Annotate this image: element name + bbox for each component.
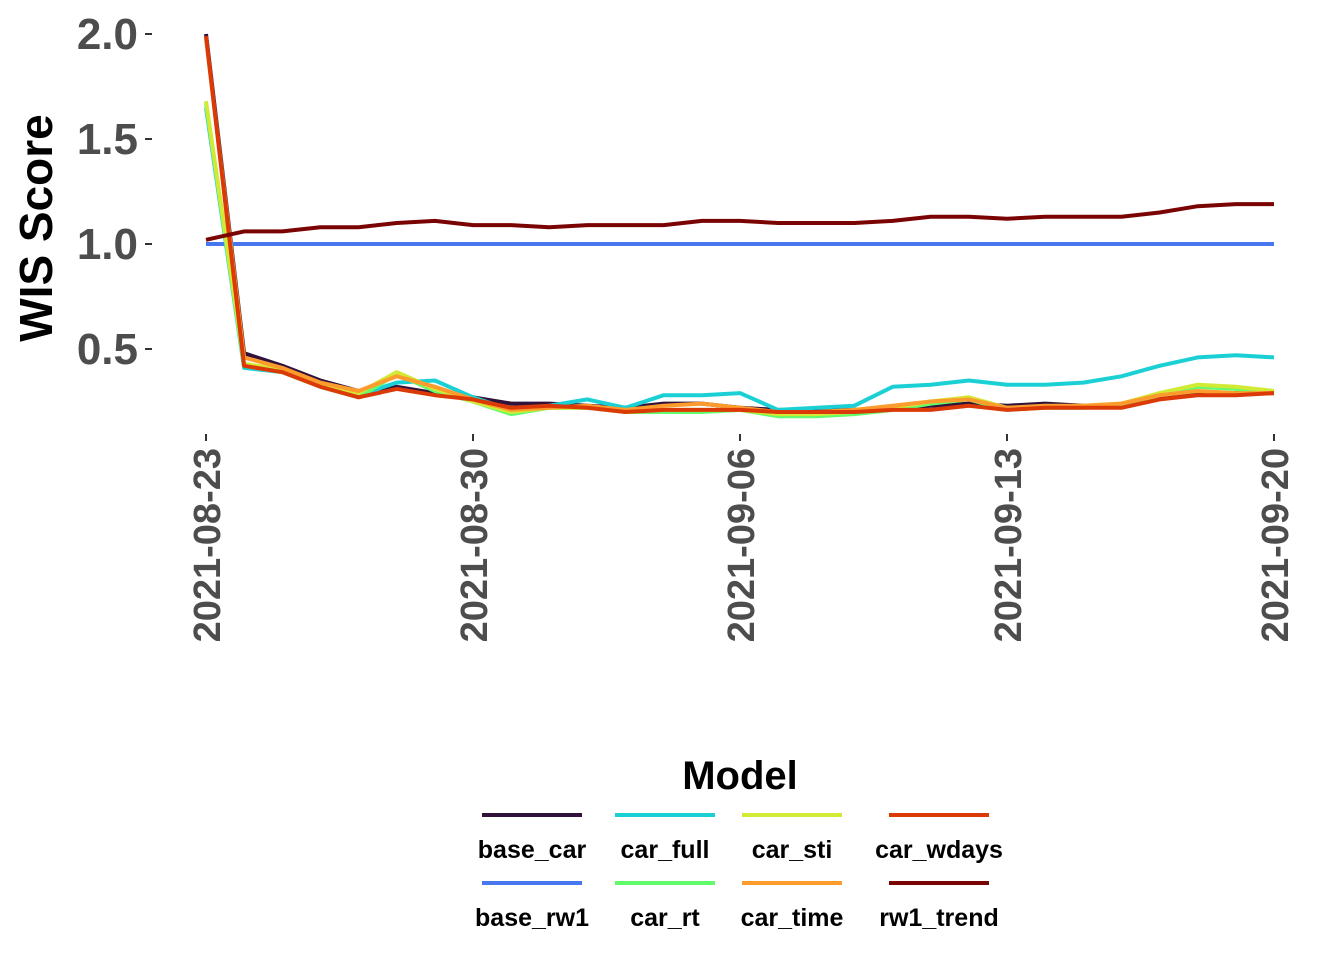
plot-area bbox=[204, 33, 1275, 419]
series-line-car_full bbox=[204, 107, 1275, 412]
x-axis: 2021-08-23 2021-08-30 2021-09-06 2021-09-13… bbox=[187, 434, 1297, 642]
legend-label: car_full bbox=[621, 836, 710, 864]
series-line-car_sti bbox=[204, 100, 1275, 417]
legend-item-car_wdays: car_wdays bbox=[875, 813, 1003, 864]
series-line-rw1_trend bbox=[205, 202, 1274, 242]
legend: base_carbase_rw1car_fullcar_rtcar_sticar… bbox=[475, 813, 1003, 932]
legend-item-rw1_trend: rw1_trend bbox=[879, 881, 999, 932]
series-line-car_rt bbox=[204, 103, 1275, 419]
y-axis-title: WIS Score bbox=[10, 114, 62, 342]
series-line-car_time bbox=[204, 37, 1274, 414]
legend-label: base_rw1 bbox=[475, 904, 589, 932]
legend-item-car_full: car_full bbox=[615, 813, 715, 864]
legend-label: car_sti bbox=[752, 836, 833, 864]
y-tick-label: 1.0 bbox=[77, 220, 138, 269]
x-tick-label: 2021-08-23 bbox=[187, 448, 229, 642]
legend-item-car_sti: car_sti bbox=[742, 813, 842, 864]
y-tick-label: 2.0 bbox=[77, 10, 138, 59]
y-tick-label: 1.5 bbox=[77, 115, 138, 164]
y-axis: 0.5 1.0 1.5 2.0 bbox=[77, 10, 152, 374]
legend-item-car_time: car_time bbox=[741, 881, 844, 932]
legend-label: car_rt bbox=[630, 904, 700, 932]
x-tick-label: 2021-09-20 bbox=[1255, 448, 1297, 642]
x-tick-label: 2021-09-13 bbox=[988, 448, 1030, 642]
legend-item-base_car: base_car bbox=[478, 813, 587, 864]
legend-item-car_rt: car_rt bbox=[615, 881, 715, 932]
series-line-car_wdays bbox=[204, 35, 1275, 414]
legend-label: base_car bbox=[478, 836, 587, 864]
y-tick-label: 0.5 bbox=[77, 325, 138, 374]
legend-item-base_rw1: base_rw1 bbox=[475, 881, 589, 932]
legend-label: car_wdays bbox=[875, 836, 1003, 864]
legend-title: Model bbox=[682, 754, 798, 798]
legend-label: rw1_trend bbox=[879, 904, 998, 932]
legend-label: car_time bbox=[741, 904, 844, 932]
x-tick-label: 2021-08-30 bbox=[454, 448, 496, 642]
x-tick-label: 2021-09-06 bbox=[721, 448, 763, 642]
